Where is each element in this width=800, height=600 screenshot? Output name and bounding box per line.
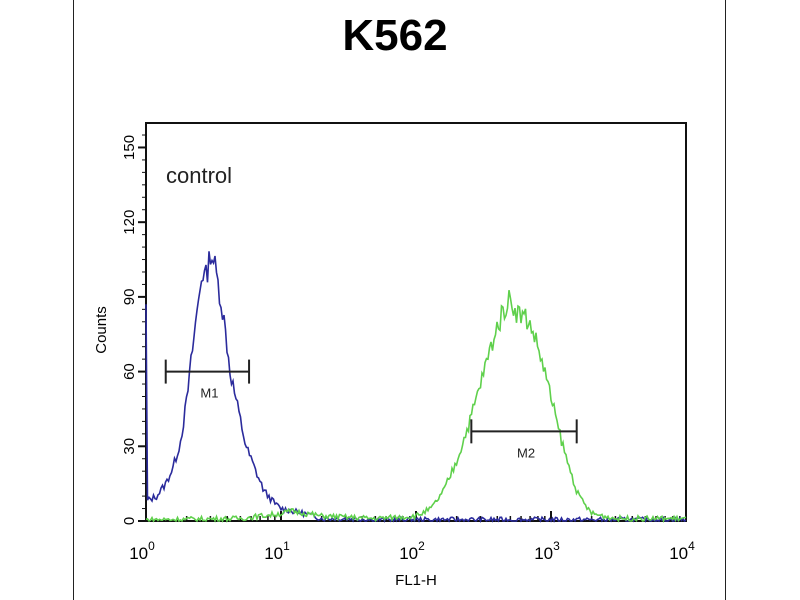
- marker-label: M1: [200, 386, 218, 401]
- histogram-series-2: [145, 290, 687, 523]
- y-tick-label: 90: [121, 289, 138, 306]
- y-tick-label: 150: [121, 135, 138, 160]
- y-tick-label: 30: [121, 438, 138, 455]
- x-tick-label: 103: [534, 539, 560, 563]
- y-tick-label: 120: [121, 210, 138, 235]
- frame-left-border: [73, 0, 74, 600]
- control-annotation: control: [166, 163, 232, 188]
- x-axis-label: FL1-H: [395, 572, 437, 589]
- x-tick-label: 104: [669, 539, 695, 563]
- x-tick-label: 101: [264, 539, 290, 563]
- y-tick-label: 0: [121, 517, 138, 525]
- frame-right-border: [725, 0, 726, 600]
- chart-title: K562: [342, 11, 447, 60]
- marker-label: M2: [517, 445, 535, 460]
- x-tick-label: 102: [399, 539, 425, 563]
- y-tick-label: 60: [121, 363, 138, 380]
- x-tick-label: 100: [129, 539, 155, 563]
- y-axis-label: Counts: [93, 306, 110, 354]
- histogram-series-1: [145, 251, 687, 524]
